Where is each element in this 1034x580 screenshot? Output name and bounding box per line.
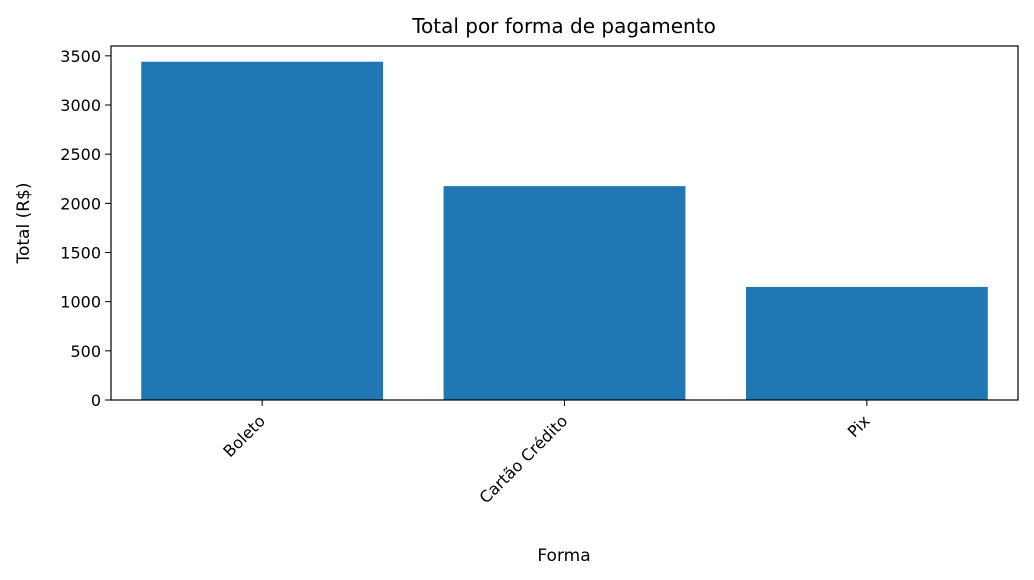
y-tick-label: 3000 — [60, 96, 101, 115]
bar-boleto — [141, 61, 384, 400]
x-tick-label: Boleto — [219, 411, 269, 461]
y-tick-label: 1000 — [60, 293, 101, 312]
y-axis-ticks: 0 500 1000 1500 2000 2500 3000 3500 — [60, 47, 111, 410]
bar-cart-o-cr-dito — [443, 186, 686, 400]
y-tick-label: 500 — [70, 342, 101, 361]
y-tick-label: 1500 — [60, 244, 101, 263]
y-axis-title: Total (R$) — [14, 183, 34, 265]
y-tick-label: 2000 — [60, 194, 101, 213]
chart-title: Total por forma de pagamento — [411, 14, 716, 38]
x-tick-label: Pix — [844, 411, 874, 441]
y-tick-label: 2500 — [60, 145, 101, 164]
bars — [141, 61, 988, 400]
y-tick-label: 3500 — [60, 47, 101, 66]
plot-frame — [110, 45, 1019, 401]
x-axis-title: Forma — [537, 546, 590, 566]
x-axis-ticks: Boleto Cartão Crédito Pix — [219, 400, 874, 507]
x-tick-label: Cartão Crédito — [476, 411, 572, 507]
y-tick-label: 0 — [91, 391, 101, 410]
bar-pix — [745, 286, 988, 400]
